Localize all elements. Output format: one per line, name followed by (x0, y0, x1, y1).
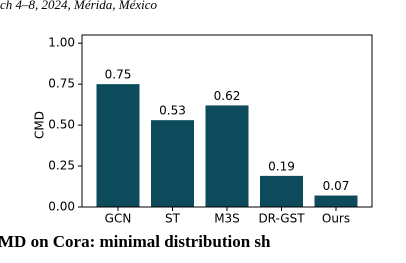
y-tick-label: 0.25 (48, 159, 75, 173)
bar (205, 105, 249, 207)
x-tick-label: GCN (105, 212, 132, 226)
bar (260, 175, 303, 207)
y-tick-label: 1.00 (48, 36, 75, 50)
value-label: 0.75 (105, 68, 132, 82)
caption: MD on Cora: minimal distribution sh (0, 232, 271, 251)
value-label: 0.19 (268, 159, 295, 173)
bar (151, 120, 194, 207)
running-header: ch 4–8, 2024, Mérida, México (0, 0, 158, 12)
y-axis-label: CMD (33, 111, 47, 139)
value-label: 0.53 (159, 104, 186, 118)
y-tick-label: 0.75 (48, 77, 75, 91)
value-label: 0.62 (214, 89, 241, 103)
x-tick-label: M3S (214, 212, 240, 226)
y-tick-label: 0.00 (48, 200, 75, 214)
x-tick-label: ST (165, 212, 181, 226)
plot-frame (81, 34, 373, 208)
y-tick-label: 0.50 (48, 118, 75, 132)
x-tick-label: DR-GST (258, 212, 305, 226)
value-label: 0.07 (323, 179, 350, 193)
x-tick-label: Ours (322, 212, 350, 226)
bar (96, 84, 140, 207)
bar (314, 195, 358, 207)
